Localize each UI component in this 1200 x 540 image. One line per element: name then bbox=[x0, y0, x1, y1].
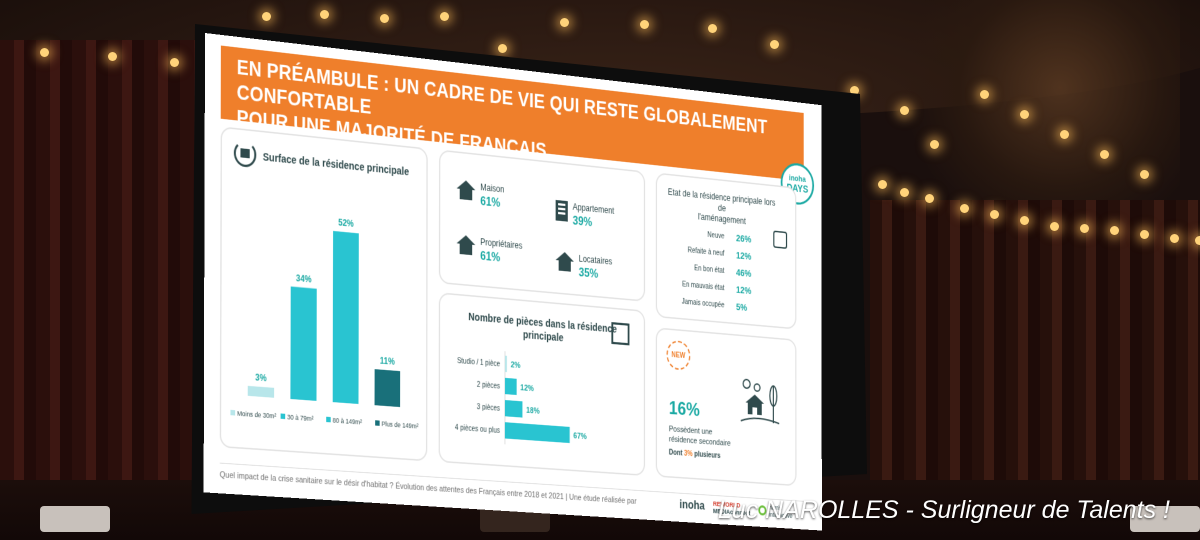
condition-label: Neuve bbox=[665, 227, 724, 241]
legend-swatch bbox=[375, 420, 379, 426]
carousel-horse-decor bbox=[880, 0, 1180, 220]
stat-appartement: Appartement 39% bbox=[556, 200, 615, 232]
stat-locataires: Locataires 35% bbox=[556, 251, 613, 283]
condition-title: Etat de la résidence principale lors de … bbox=[663, 186, 780, 230]
rooms-bar-label: 18% bbox=[526, 406, 540, 416]
sub-prefix: Dont bbox=[669, 449, 684, 458]
stat-label: Appartement bbox=[573, 202, 615, 216]
surface-bar bbox=[290, 286, 316, 400]
condition-value: 12% bbox=[736, 284, 759, 297]
surface-bar-label: 52% bbox=[338, 217, 354, 229]
legend-label: Plus de 149m² bbox=[382, 421, 420, 431]
surface-bar bbox=[333, 231, 359, 404]
stat-label: Locataires bbox=[579, 253, 613, 266]
rooms-bar-label: 67% bbox=[573, 431, 586, 441]
rooms-bar bbox=[505, 400, 523, 418]
legend-label: Moins de 30m² bbox=[237, 410, 277, 420]
surface-bar-chart: 3% 34% 52% 11% Moins de 30m² 30 à 79m² 80 à 14… bbox=[221, 128, 429, 463]
rooms-category-label: 4 pièces ou plus bbox=[455, 424, 500, 436]
surface-bar-label: 11% bbox=[380, 355, 395, 367]
condition-value: 12% bbox=[736, 250, 759, 263]
rooms-bar-label: 12% bbox=[520, 383, 534, 393]
stat-maison: Maison 61% bbox=[457, 180, 505, 211]
legend-swatch bbox=[281, 413, 286, 419]
stat-value: 35% bbox=[579, 267, 613, 283]
stat-label: Maison bbox=[480, 182, 504, 195]
rooms-bar-chart: Studio / 1 pièce 2% 2 pièces 12% 3 pièces 18%… bbox=[440, 294, 646, 478]
legend-label: 30 à 79m² bbox=[287, 414, 314, 423]
chair bbox=[40, 506, 110, 532]
rooms-category-label: 2 pièces bbox=[477, 381, 501, 391]
condition-value: 46% bbox=[736, 267, 759, 280]
secondary-residence-sub: Dont 3% plusieurs bbox=[669, 449, 721, 461]
rooms-bar bbox=[505, 356, 507, 372]
stat-label: Propriétaires bbox=[480, 237, 522, 251]
condition-label: En bon état bbox=[665, 262, 724, 275]
condition-row: Jamais occupée 5% bbox=[665, 295, 759, 314]
surface-bar-label: 3% bbox=[255, 372, 267, 383]
rooms-bar-label: 2% bbox=[511, 360, 521, 370]
secondary-residence-desc: Possèdent une résidence secondaire bbox=[669, 424, 734, 449]
stat-value: 39% bbox=[573, 215, 615, 232]
paint-brush-icon bbox=[773, 231, 787, 249]
photographer-watermark: Luc NAROLLES - Surligneur de Talents ! bbox=[718, 496, 1170, 525]
condition-value: 26% bbox=[736, 233, 759, 246]
sub-highlight: 3% bbox=[684, 450, 693, 459]
secondary-residence-card: NEW 16% Possèdent une résidence secondai… bbox=[656, 327, 797, 486]
condition-card: Etat de la résidence principale lors de … bbox=[656, 172, 797, 329]
condition-label: Jamais occupée bbox=[665, 296, 724, 309]
house-key-icon bbox=[457, 234, 476, 255]
condition-label: En mauvais état bbox=[665, 279, 724, 292]
country-house-icon bbox=[740, 376, 781, 429]
presentation-slide: EN PRÉAMBULE : UN CADRE DE VIE QUI RESTE… bbox=[204, 33, 822, 531]
building-icon bbox=[556, 200, 568, 222]
house-icon bbox=[457, 180, 476, 201]
surface-bar bbox=[248, 386, 274, 398]
legend-swatch bbox=[326, 417, 331, 423]
house-person-icon bbox=[556, 251, 574, 272]
housing-card: Maison 61% Appartement 39% Propriétaires 61… bbox=[439, 149, 645, 301]
rooms-bar bbox=[505, 378, 517, 395]
stat-value: 61% bbox=[480, 250, 522, 267]
condition-row: Refaite à neuf 12% bbox=[665, 243, 759, 263]
legend-label: 80 à 149m² bbox=[333, 417, 363, 426]
surface-bar-label: 34% bbox=[296, 272, 312, 284]
condition-row: Neuve 26% bbox=[665, 225, 759, 245]
condition-label: Refaite à neuf bbox=[665, 244, 724, 258]
sub-suffix: plusieurs bbox=[693, 450, 721, 460]
rooms-category-label: 3 pièces bbox=[477, 403, 501, 413]
curtain-left bbox=[0, 40, 200, 540]
stat-proprietaires: Propriétaires 61% bbox=[456, 234, 522, 267]
condition-row: En bon état 46% bbox=[665, 260, 759, 280]
stat-value: 61% bbox=[480, 195, 504, 211]
secondary-residence-value: 16% bbox=[669, 396, 700, 421]
legend-swatch bbox=[230, 410, 235, 416]
rooms-category-label: Studio / 1 pièce bbox=[457, 357, 500, 369]
surface-bar bbox=[375, 369, 401, 407]
surface-card: Surface de la résidence principale 3% 34%… bbox=[220, 126, 428, 461]
condition-row: En mauvais état 12% bbox=[665, 278, 759, 297]
condition-value: 5% bbox=[736, 301, 759, 314]
new-badge: NEW bbox=[667, 340, 691, 371]
rooms-bar bbox=[505, 422, 570, 443]
rooms-card: Nombre de pièces dans la résidence princ… bbox=[439, 292, 645, 476]
inoha-logo: inoha bbox=[679, 499, 704, 514]
